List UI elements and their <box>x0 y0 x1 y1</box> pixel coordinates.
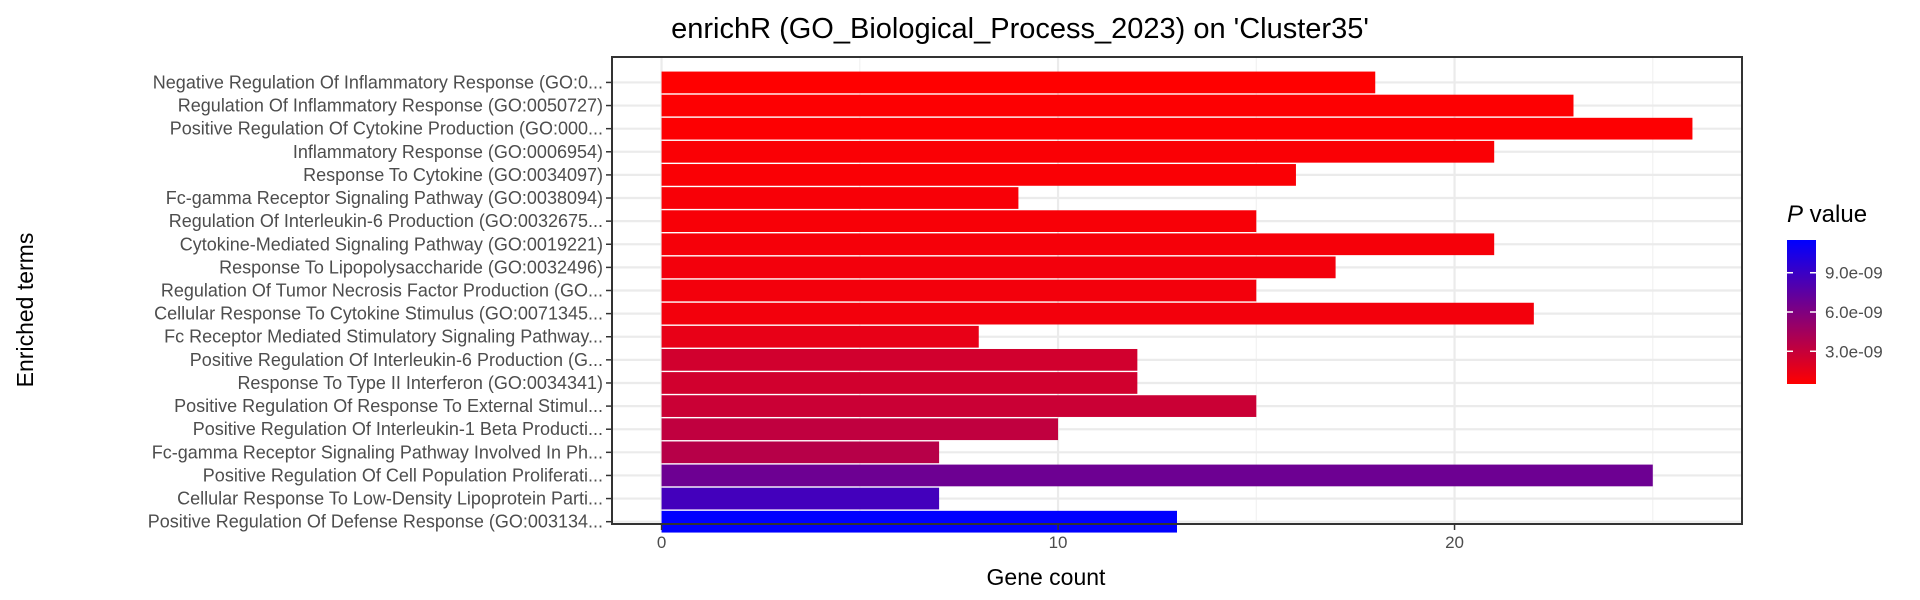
category-label: Positive Regulation Of Cytokine Producti… <box>170 119 603 139</box>
bar-20 <box>661 510 1177 533</box>
category-label: Regulation Of Inflammatory Response (GO:… <box>178 96 603 116</box>
p-value-legend: P value 3.0e-09 6.0e-09 9.0e-09 <box>1787 201 1883 384</box>
bar-7 <box>661 210 1257 233</box>
bar-15 <box>661 395 1257 417</box>
legend-tick-label: 9.0e-09 <box>1825 264 1883 283</box>
bar-5 <box>661 164 1296 186</box>
category-label: Cellular Response To Low-Density Lipopro… <box>177 489 603 509</box>
legend-title: P value <box>1787 201 1867 228</box>
category-label: Cytokine-Mediated Signaling Pathway (GO:… <box>180 234 603 254</box>
bar-3 <box>661 117 1693 140</box>
bar-19 <box>661 487 940 510</box>
bar-2 <box>661 94 1574 117</box>
y-axis-title: Enriched terms <box>12 233 38 388</box>
category-label: Positive Regulation Of Interleukin-6 Pro… <box>190 350 603 370</box>
category-label: Regulation Of Tumor Necrosis Factor Prod… <box>161 281 603 301</box>
x-tick-label: 0 <box>657 533 666 552</box>
bar-17 <box>661 441 940 464</box>
category-label: Fc-gamma Receptor Signaling Pathway Invo… <box>152 442 603 462</box>
bar-6 <box>661 187 1019 209</box>
category-label: Response To Lipopolysaccharide (GO:00324… <box>219 257 603 277</box>
bar-16 <box>661 418 1059 441</box>
bar-8 <box>661 233 1495 256</box>
legend-tick-label: 6.0e-09 <box>1825 303 1883 322</box>
bar-10 <box>661 279 1257 302</box>
bar-13 <box>661 348 1138 371</box>
bar-18 <box>661 464 1653 487</box>
bar-1 <box>661 71 1376 94</box>
bar-11 <box>661 302 1534 325</box>
bar-12 <box>661 325 979 348</box>
category-label: Response To Type II Interferon (GO:00343… <box>237 373 603 393</box>
category-label: Positive Regulation Of Response To Exter… <box>174 396 603 416</box>
category-label: Fc-gamma Receptor Signaling Pathway (GO:… <box>166 188 603 208</box>
bar-9 <box>661 256 1336 279</box>
category-label: Positive Regulation Of Defense Response … <box>148 512 603 532</box>
category-label: Positive Regulation Of Cell Population P… <box>203 465 603 485</box>
legend-tick-label: 3.0e-09 <box>1825 342 1883 361</box>
plot-panel: Negative Regulation Of Inflammatory Resp… <box>148 56 1743 552</box>
category-label: Regulation Of Interleukin-6 Production (… <box>169 211 603 231</box>
category-label: Cellular Response To Cytokine Stimulus (… <box>154 304 603 324</box>
category-label: Negative Regulation Of Inflammatory Resp… <box>153 72 603 92</box>
x-tick-label: 20 <box>1445 533 1464 552</box>
category-label: Fc Receptor Mediated Stimulatory Signali… <box>164 327 603 347</box>
category-label: Inflammatory Response (GO:0006954) <box>293 142 603 162</box>
x-axis-title: Gene count <box>987 564 1107 590</box>
chart-title: enrichR (GO_Biological_Process_2023) on … <box>671 13 1369 45</box>
x-tick-label: 10 <box>1049 533 1068 552</box>
category-label: Positive Regulation Of Interleukin-1 Bet… <box>193 419 603 439</box>
bar-14 <box>661 372 1138 394</box>
category-label: Response To Cytokine (GO:0034097) <box>303 165 603 185</box>
bar-4 <box>661 140 1495 163</box>
